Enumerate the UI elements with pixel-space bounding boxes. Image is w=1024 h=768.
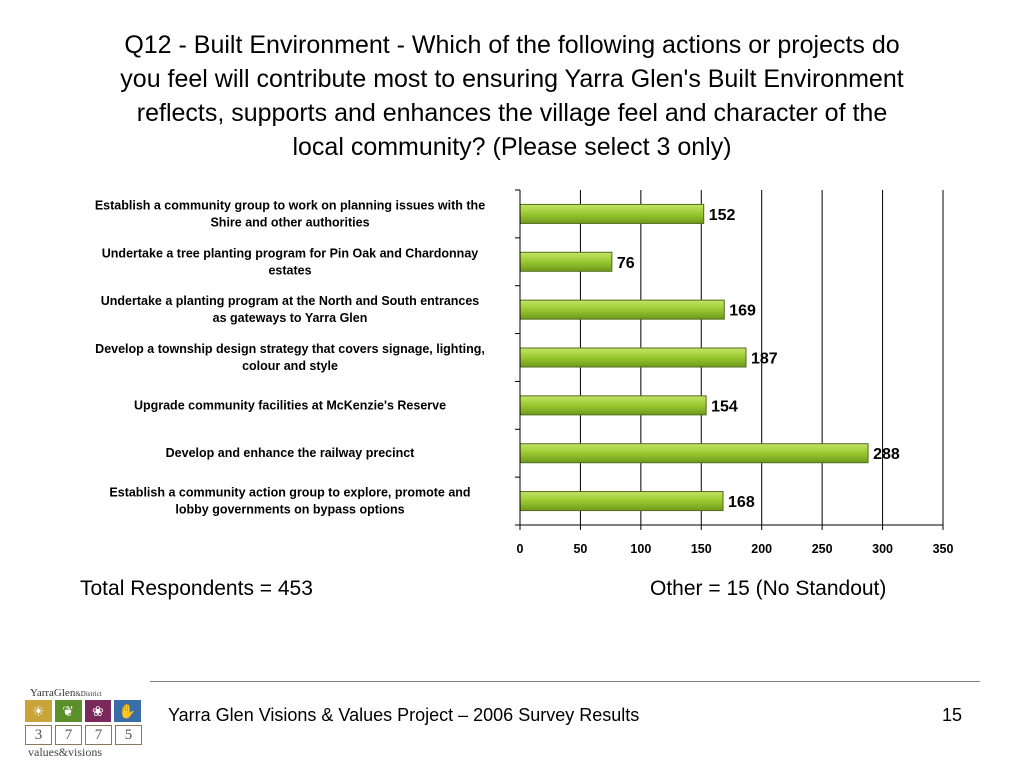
category-label-line: lobby governments on bypass options: [175, 503, 404, 517]
data-label: 152: [709, 207, 736, 224]
category-label: Upgrade community facilities at McKenzie…: [134, 398, 446, 412]
title-line: you feel will contribute most to ensurin…: [120, 65, 904, 93]
hand-icon: ✋: [114, 700, 141, 722]
bar: [519, 443, 869, 464]
bar: [519, 251, 613, 272]
data-label: 187: [751, 351, 778, 368]
category-label-line: Develop a township design strategy that …: [95, 342, 485, 356]
data-label: 76: [617, 255, 635, 272]
x-tick-label: 350: [933, 542, 954, 556]
axes: [515, 189, 944, 530]
bar: [519, 203, 705, 224]
category-label: Undertake a planting program at the Nort…: [101, 294, 480, 325]
category-label-line: Shire and other authorities: [210, 215, 369, 229]
x-tick-label: 200: [751, 542, 772, 556]
category-label-line: Establish a community group to work on p…: [95, 198, 485, 212]
logo-digit: 7: [55, 725, 82, 745]
bar: [519, 491, 724, 512]
sun-icon: ☀: [25, 700, 52, 722]
category-label: Develop and enhance the railway precinct: [166, 446, 416, 460]
category-label-line: colour and style: [242, 359, 338, 373]
bar: [519, 395, 707, 416]
logo-digit: 7: [85, 725, 112, 745]
logo-tagline: values&visions: [28, 745, 102, 759]
category-label: Undertake a tree planting program for Pi…: [102, 246, 479, 277]
title-line: local community? (Please select 3 only): [292, 133, 732, 161]
category-label: Establish a community action group to ex…: [109, 486, 470, 517]
logo-name: YarraGlen&District: [30, 687, 102, 699]
footer-divider: [150, 681, 980, 682]
category-label-line: Undertake a tree planting program for Pi…: [102, 246, 479, 260]
category-label: Establish a community group to work on p…: [95, 198, 485, 229]
category-label-line: Develop and enhance the railway precinct: [166, 446, 416, 460]
bar: [519, 299, 725, 320]
x-tick-label: 100: [630, 542, 651, 556]
slide-title: Q12 - Built Environment - Which of the f…: [40, 28, 984, 164]
footer-text: Yarra Glen Visions & Values Project – 20…: [168, 705, 640, 725]
x-tick-label: 0: [517, 542, 524, 556]
bars: [519, 203, 869, 512]
data-label: 169: [729, 303, 756, 320]
leaf-icon: ❦: [54, 700, 82, 722]
data-label: 288: [873, 446, 900, 463]
category-label-line: as gateways to Yarra Glen: [213, 311, 368, 325]
bar-chart: 152 Establish a community group to work o…: [95, 189, 954, 556]
x-tick-label: 250: [812, 542, 833, 556]
category-label-line: estates: [268, 263, 311, 277]
category-label: Develop a township design strategy that …: [95, 342, 485, 373]
logo-digit: 3: [25, 725, 52, 745]
logo-digit: 5: [115, 725, 142, 745]
labels: 152 Establish a community group to work o…: [95, 198, 954, 556]
page-number: 15: [941, 705, 962, 725]
category-label-line: Undertake a planting program at the Nort…: [101, 294, 480, 308]
x-tick-label: 150: [691, 542, 712, 556]
logo-icon-strip: ☀ ❦ ❀ ✋: [25, 700, 141, 722]
grapes-icon: ❀: [84, 700, 112, 722]
category-label-line: Upgrade community facilities at McKenzie…: [134, 398, 446, 412]
x-tick-label: 50: [573, 542, 587, 556]
category-label-line: Establish a community action group to ex…: [109, 486, 470, 500]
x-tick-label: 300: [872, 542, 893, 556]
bar: [519, 347, 747, 368]
data-label: 154: [711, 398, 738, 415]
title-line: reflects, supports and enhances the vill…: [136, 99, 888, 127]
data-label: 168: [728, 494, 755, 511]
logo: YarraGlen&District ☀ ❦ ❀ ✋ 3 7 7 5 value…: [20, 685, 144, 761]
logo-digits: 3 7 7 5: [25, 725, 142, 745]
other-note: Other = 15 (No Standout): [650, 577, 887, 600]
title-line: Q12 - Built Environment - Which of the f…: [124, 31, 900, 59]
total-respondents: Total Respondents = 453: [80, 577, 313, 600]
